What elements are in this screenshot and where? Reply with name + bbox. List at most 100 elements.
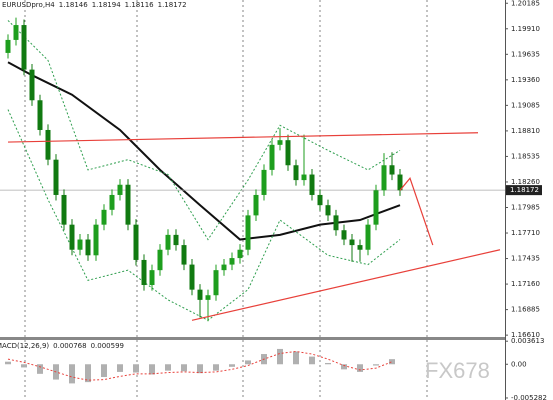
candle-body [109,194,115,210]
candle-body [117,184,123,195]
macd-bar [197,364,203,374]
macd-header: MACD(12,26,9) 0.000768 0.000599 [0,342,124,350]
watermark: FX678 [425,358,490,383]
candle-body [157,249,163,271]
candle-body [309,174,315,195]
y-tick-label: 1.17710 [511,229,540,237]
macd-bar [21,364,27,368]
candle-body [381,165,387,191]
candle-body [21,25,27,70]
candle-body [245,215,251,250]
macd-bar [373,364,379,366]
y-tick-label: 1.19635 [511,50,540,58]
macd-bar [357,364,363,372]
macd-bar [325,362,331,365]
y-tick-label: 1.19085 [511,101,540,109]
macd-bar [389,359,395,365]
candle-body [125,184,131,225]
candle-body [213,270,219,296]
y-tick-label: 1.17160 [511,280,540,288]
macd-bar [293,351,299,365]
candle-body [357,245,363,250]
moving-average [7,61,401,241]
candle-body [269,144,275,170]
candle-body [333,215,339,231]
candle-body [29,69,35,101]
macd-bar [341,364,347,370]
macd-y-tick-label: 0.00 [511,360,527,368]
trendline [399,177,434,246]
y-tick-label: 1.18810 [511,127,540,135]
macd-y-tick-label: -0.005282 [511,394,547,400]
y-tick-label: 1.16885 [511,306,540,314]
candle-body [285,140,291,166]
candle-body [133,224,139,260]
candle-body [277,140,283,145]
last-price-label: 1.18172 [510,186,539,194]
candle-body [165,234,171,250]
candle-body [301,174,307,181]
candle-body [77,239,83,250]
candle-body [61,194,67,225]
candle-body [85,239,91,256]
macd-y-tick-label: 0.003613 [511,337,544,345]
band-line [7,20,401,241]
candle-body [13,25,19,40]
candle-body [189,264,195,290]
candle-body [349,239,355,246]
macd-bar [69,364,75,384]
macd-bar [133,364,139,373]
trendline [191,249,501,321]
y-tick-label: 1.16610 [511,331,540,339]
candle-body [149,270,155,286]
macd-label: MACD(12,26,9) [0,342,49,350]
candle-body [317,194,323,206]
macd-bar [245,360,251,365]
macd-bar [85,364,91,383]
y-tick-label: 1.17985 [511,203,540,211]
candle-body [221,264,227,271]
candle-body [5,39,11,53]
candle-body [93,224,99,256]
macd-value: 0.000599 [91,342,124,350]
ohlc-value: 1.18172 [158,1,187,9]
ohlc-value: 1.18146 [59,1,88,9]
candle-body [373,190,379,225]
macd-bar [101,364,107,378]
candle-body [197,289,203,300]
candle-body [45,129,51,160]
y-tick-label: 1.18260 [511,178,540,186]
candle-body [253,194,259,216]
y-tick-label: 1.20185 [511,0,540,7]
y-tick-label: 1.18535 [511,152,540,160]
macd-bar [213,364,219,371]
macd-bar [309,356,315,365]
candle-body [389,165,395,175]
candle-body [261,169,267,195]
candle-body [293,165,299,181]
candle-body [141,259,147,286]
macd-bar [5,361,11,365]
ohlc-value: 1.18194 [92,1,121,9]
macd-value: 0.000768 [53,342,86,350]
candle-body [37,100,43,130]
macd-bar [37,364,43,374]
candle-body [101,209,107,225]
candle-body [341,230,347,240]
macd-bar [117,364,123,372]
macd-bar [149,364,155,375]
chart-header-text: EURUSDpro,H4 1.18146 1.18194 1.18116 1.18172 [2,1,187,9]
symbol: EURUSDpro,H4 [2,1,55,9]
candle-body [69,224,75,250]
candle-body [397,174,403,191]
candle-body [237,249,243,259]
candle-body [229,258,235,265]
candle-body [205,295,211,300]
candle-body [365,224,371,250]
ohlc-value: 1.18116 [125,1,154,9]
chart-header: EURUSDpro,H4 1.18146 1.18194 1.18116 1.18172 [2,1,187,9]
y-tick-label: 1.17435 [511,255,540,263]
y-tick-label: 1.19360 [511,76,540,84]
